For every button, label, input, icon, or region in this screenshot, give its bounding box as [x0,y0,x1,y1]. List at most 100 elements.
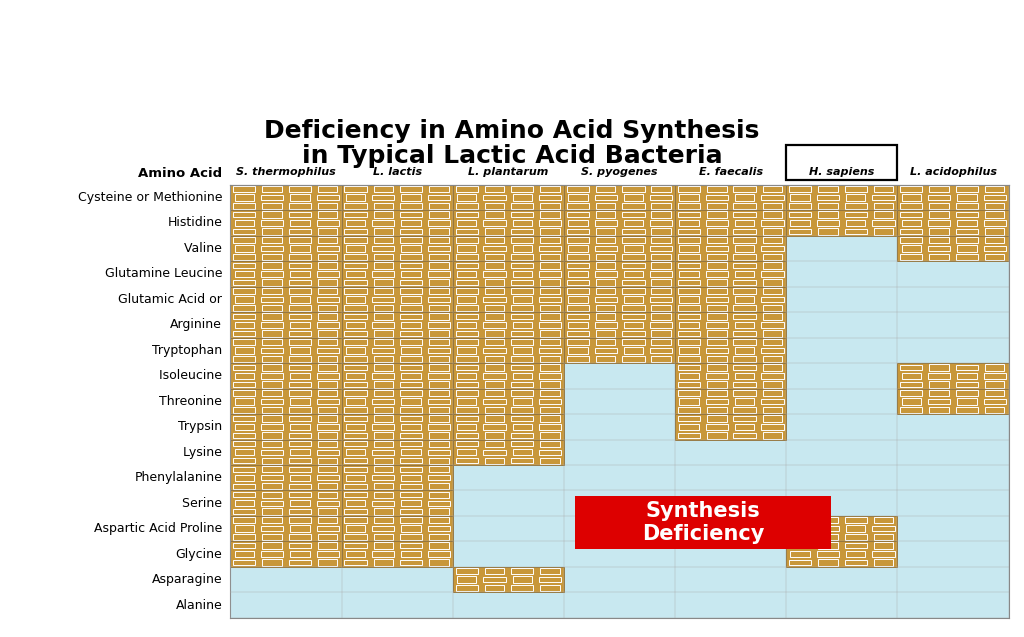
Bar [483,246,506,251]
Bar [596,279,615,285]
Bar [566,313,589,319]
Bar [679,245,698,252]
Bar [955,237,978,243]
Bar [650,271,673,276]
Bar [233,254,255,260]
Bar [374,288,393,294]
Bar [707,364,727,371]
Bar [930,237,949,243]
Bar [262,508,282,515]
Bar [453,185,564,210]
Bar [456,415,478,421]
Bar [790,543,811,548]
Bar [566,229,589,234]
Bar [707,330,727,336]
Bar [262,288,282,294]
Bar [897,363,1009,389]
Bar [955,211,978,217]
Bar [957,245,977,252]
Bar [400,331,422,336]
Bar [873,543,893,549]
Bar [679,347,698,354]
Bar [233,305,255,311]
Bar [428,195,450,200]
Bar [733,305,756,311]
Bar [261,552,284,557]
Bar [346,347,366,354]
Bar [845,229,867,234]
Bar [261,373,284,378]
Bar [761,399,783,404]
Bar [651,304,671,311]
Bar [873,186,893,192]
Bar [763,203,782,209]
Bar [456,313,478,319]
Bar [897,389,1009,414]
Bar [817,220,839,225]
Bar [651,339,671,345]
Bar [955,229,978,234]
Bar [733,339,756,345]
Bar [679,296,698,303]
Bar [786,210,897,236]
Bar [596,304,615,311]
Bar [541,254,560,260]
Bar [678,237,700,243]
Bar [596,313,615,320]
Bar [706,348,728,353]
Bar [428,526,450,531]
Bar [400,492,422,497]
Bar [566,288,589,294]
Bar [261,424,284,429]
Bar [483,348,506,353]
Bar [374,262,393,269]
Bar [262,441,282,447]
Bar [453,312,564,338]
Bar [513,373,532,379]
Bar [675,414,786,440]
Bar [317,390,338,396]
Bar [733,203,756,209]
Bar [400,313,422,319]
Bar [706,246,728,251]
Bar [289,483,311,489]
Bar [372,475,394,480]
Bar [374,492,393,498]
Bar [400,280,422,285]
Bar [900,364,923,370]
Bar [262,339,282,345]
Bar [428,271,450,276]
Bar [289,339,311,345]
Bar [372,297,394,302]
Bar [568,322,588,328]
Bar [289,280,311,285]
Bar [678,390,700,396]
Bar [317,228,338,234]
Bar [374,406,393,413]
Bar [623,254,644,260]
Bar [761,195,783,200]
Bar [675,185,786,210]
Bar [872,552,895,557]
Bar [400,534,422,540]
Bar [344,560,367,566]
Bar [624,271,643,277]
Bar [317,237,338,243]
Bar [846,526,865,532]
Bar [233,492,255,497]
Bar [513,449,532,455]
Bar [289,211,311,217]
Bar [623,339,644,345]
Bar [344,262,367,268]
Bar [707,228,727,234]
Bar [233,237,255,243]
Bar [317,415,338,422]
Bar [262,543,282,549]
Bar [483,424,506,429]
Text: Threonine: Threonine [160,395,222,408]
Bar [897,210,1009,236]
Text: Histidine: Histidine [167,217,222,229]
Text: Isoleucine: Isoleucine [156,369,222,382]
Bar [707,355,727,362]
Bar [484,313,504,320]
